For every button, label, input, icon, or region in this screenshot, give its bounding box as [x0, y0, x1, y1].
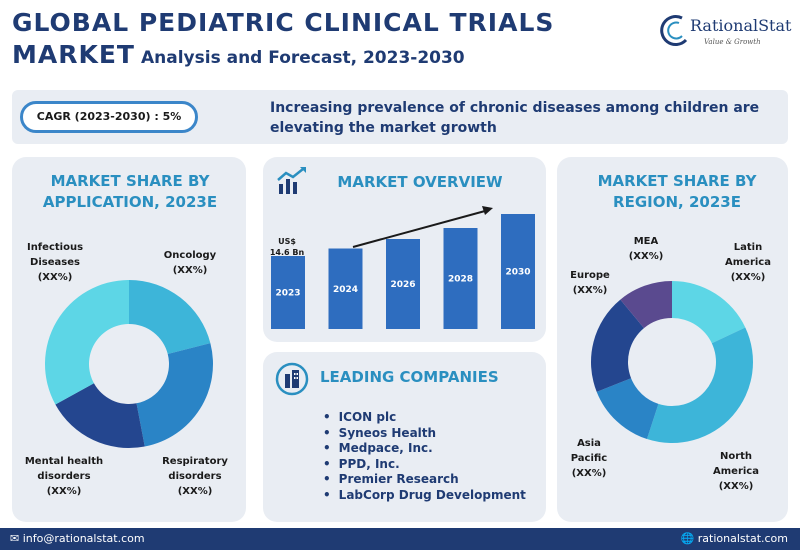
company-item: LabCorp Drug Development: [323, 488, 526, 504]
trend-arrow-head: [482, 206, 493, 215]
bar-2023: [271, 256, 305, 329]
company-item: ICON plc: [323, 410, 526, 426]
logo-brand: RationalStat: [690, 16, 792, 35]
label-oncology: Oncology (XX%): [163, 250, 217, 276]
overview-value-label: US$ 14.6 Bn: [269, 237, 305, 257]
application-donut-chart: [44, 280, 213, 448]
label-latin-america: Latin America (XX%): [725, 242, 771, 283]
bar-label-2023: 2023: [275, 289, 300, 299]
title-analysis: Analysis and Forecast, 2023-2030: [140, 48, 465, 68]
companies-title: LEADING COMPANIES: [320, 368, 499, 386]
brand-logo[interactable]: RationalStat Value & Growth: [660, 14, 792, 54]
donut-slice-north-america: [646, 327, 753, 443]
donut-slice-oncology: [129, 280, 211, 355]
donut-slice-mea: [620, 281, 672, 329]
label-europe: Europe (XX%): [570, 270, 610, 296]
footer-email-text: info@rationalstat.com: [22, 532, 145, 545]
footer: ✉ info@rationalstat.com 🌐 rationalstat.c…: [0, 528, 800, 550]
donut-slice-asia-pacific: [596, 378, 659, 440]
label-infectious: Infectious Diseases (XX%): [26, 242, 84, 283]
page-subtitle: MARKET Analysis and Forecast, 2023-2030: [12, 40, 465, 69]
bar-2030: [501, 214, 535, 329]
building-icon: [275, 362, 309, 396]
banner-text: Increasing prevalence of chronic disease…: [270, 100, 760, 136]
company-item: Premier Research: [323, 472, 526, 488]
companies-list: ICON plc Syneos Health Medpace, Inc. PPD…: [323, 410, 526, 503]
footer-email[interactable]: ✉ info@rationalstat.com: [10, 532, 145, 545]
logo-tagline: Value & Growth: [704, 38, 761, 46]
footer-website-text: rationalstat.com: [697, 532, 788, 545]
overview-title: MARKET OVERVIEW: [337, 173, 503, 191]
region-donut-chart: [591, 281, 753, 443]
bar-2026: [386, 239, 420, 329]
bar-label-2024: 2024: [333, 285, 358, 295]
company-item: PPD, Inc.: [323, 457, 526, 473]
bar-label-2028: 2028: [448, 275, 473, 285]
label-respiratory: Respiratory disorders (XX%): [162, 456, 228, 497]
donut-slice-latin-america: [672, 281, 746, 344]
market-overview-bar-chart: 2023 2024 2026 2028 2030: [271, 206, 535, 329]
donut-slice-mental-health-disorders: [55, 383, 145, 448]
page-title: GLOBAL PEDIATRIC CLINICAL TRIALS: [12, 8, 555, 37]
logo-icon: [660, 15, 688, 46]
title-market: MARKET: [12, 40, 135, 69]
label-north-america: North America (XX%): [713, 451, 759, 492]
donut-slice-europe: [591, 299, 644, 392]
region-title: MARKET SHARE BY REGION, 2023E: [597, 172, 757, 211]
company-item: Syneos Health: [323, 426, 526, 442]
footer-website[interactable]: 🌐 rationalstat.com: [680, 532, 788, 545]
cagr-badge: CAGR (2023-2030) : 5%: [20, 101, 198, 133]
growth-chart-icon: [277, 167, 306, 194]
application-title: MARKET SHARE BY APPLICATION, 2023E: [42, 172, 218, 211]
label-mea: MEA (XX%): [628, 236, 664, 262]
bar-label-2026: 2026: [390, 280, 415, 290]
trend-arrow-line: [352, 210, 486, 248]
label-mental-health: Mental health disorders (XX%): [24, 456, 104, 497]
donut-slice-infectious-diseases: [44, 280, 129, 405]
company-item: Medpace, Inc.: [323, 441, 526, 457]
bar-2024: [328, 248, 363, 329]
bar-2028: [443, 228, 478, 329]
label-asia-pacific: Asia Pacific (XX%): [570, 438, 608, 479]
bar-label-2030: 2030: [505, 268, 530, 278]
donut-slice-respiratory-disorders: [136, 343, 213, 447]
